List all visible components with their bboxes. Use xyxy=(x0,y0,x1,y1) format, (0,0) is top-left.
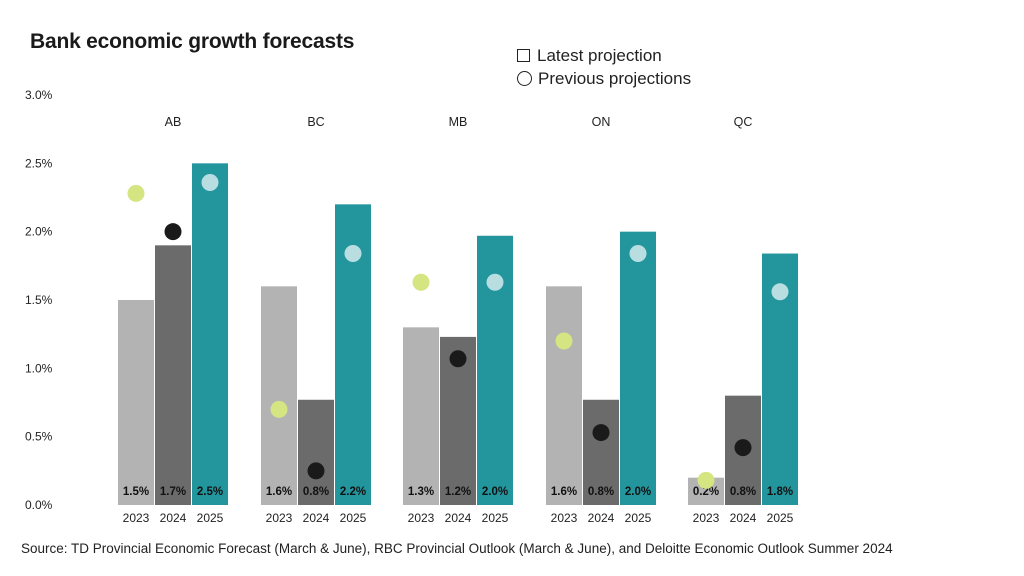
legend-latest: Latest projection xyxy=(517,44,691,67)
data-label: 2.2% xyxy=(340,486,366,498)
bar xyxy=(118,300,154,505)
data-label: 1.3% xyxy=(408,486,434,498)
previous-projection-dot xyxy=(201,173,219,191)
previous-projection-dot xyxy=(734,439,752,457)
previous-projection-dot xyxy=(412,273,430,291)
x-tick-label: 2023 xyxy=(266,511,293,525)
group-label: AB xyxy=(165,115,182,129)
data-label: 2.5% xyxy=(197,486,223,498)
x-tick-label: 2024 xyxy=(588,511,615,525)
group-label: BC xyxy=(307,115,324,129)
legend-previous-label: Previous projections xyxy=(538,68,692,88)
legend-latest-label: Latest projection xyxy=(537,45,662,65)
group-label: ON xyxy=(592,115,611,129)
data-label: 2.0% xyxy=(482,486,508,498)
x-tick-label: 2025 xyxy=(767,511,794,525)
bar xyxy=(261,286,297,505)
data-label: 1.6% xyxy=(266,486,292,498)
data-label: 2.0% xyxy=(625,486,651,498)
bar xyxy=(298,399,334,505)
group-label: QC xyxy=(734,115,753,129)
legend-previous: Previous projections xyxy=(517,67,691,90)
data-label: 0.8% xyxy=(303,486,329,498)
x-tick-label: 2023 xyxy=(123,511,150,525)
x-tick-label: 2024 xyxy=(730,511,757,525)
x-tick-label: 2025 xyxy=(340,511,367,525)
previous-projection-dot xyxy=(697,471,715,489)
previous-projection-dot xyxy=(127,184,145,202)
y-tick-label: 2.0% xyxy=(25,225,53,239)
bar xyxy=(192,163,228,506)
previous-projection-dot xyxy=(270,400,288,418)
x-tick-label: 2023 xyxy=(408,511,435,525)
y-tick-label: 0.5% xyxy=(25,430,53,444)
data-label: 0.2% xyxy=(693,486,719,498)
bar xyxy=(620,231,656,505)
bar xyxy=(583,399,619,505)
previous-projection-dot xyxy=(592,424,610,442)
x-tick-label: 2024 xyxy=(160,511,187,525)
x-tick-label: 2023 xyxy=(693,511,720,525)
y-tick-label: 0.0% xyxy=(25,498,53,512)
legend: Latest projection Previous projections xyxy=(517,44,691,90)
previous-projection-dot xyxy=(555,332,573,350)
previous-projection-dot xyxy=(307,462,325,480)
data-label: 0.8% xyxy=(588,486,614,498)
x-tick-label: 2024 xyxy=(445,511,472,525)
data-label: 0.8% xyxy=(730,486,756,498)
circle-icon xyxy=(517,71,532,86)
previous-projection-dot xyxy=(164,223,182,241)
data-label: 1.5% xyxy=(123,486,149,498)
data-label: 1.2% xyxy=(445,486,471,498)
x-tick-label: 2024 xyxy=(303,511,330,525)
x-tick-label: 2025 xyxy=(482,511,509,525)
y-tick-label: 1.5% xyxy=(25,293,53,307)
previous-projection-dot xyxy=(449,350,467,368)
x-tick-label: 2023 xyxy=(551,511,578,525)
y-tick-label: 2.5% xyxy=(25,156,53,170)
previous-projection-dot xyxy=(344,245,362,263)
data-label: 1.6% xyxy=(551,486,577,498)
data-label: 1.7% xyxy=(160,486,186,498)
y-tick-label: 3.0% xyxy=(25,88,53,102)
previous-projection-dot xyxy=(629,245,647,263)
bar xyxy=(403,327,439,505)
bar xyxy=(155,245,191,506)
previous-projection-dot xyxy=(486,273,504,291)
y-tick-label: 1.0% xyxy=(25,361,53,375)
previous-projection-dot xyxy=(771,283,789,301)
square-icon xyxy=(517,49,530,62)
data-label: 1.8% xyxy=(767,486,793,498)
x-tick-label: 2025 xyxy=(197,511,224,525)
x-tick-label: 2025 xyxy=(625,511,652,525)
chart-title: Bank economic growth forecasts xyxy=(30,30,355,53)
source-note: Source: TD Provincial Economic Forecast … xyxy=(21,541,893,556)
group-label: MB xyxy=(449,115,468,129)
bar xyxy=(546,286,582,505)
